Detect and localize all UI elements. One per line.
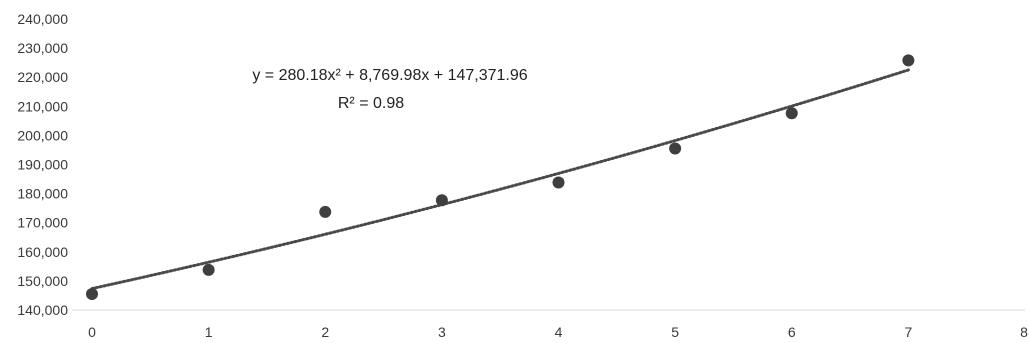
y-tick-label: 150,000: [17, 273, 68, 289]
polynomial-trendline: [90, 68, 910, 291]
y-tick-label: 190,000: [17, 157, 68, 173]
y-axis-tick-labels: 140,000 150,000 160,000 170,000 180,000 190,0…: [17, 11, 68, 318]
data-point: [319, 205, 332, 218]
x-tick-label: 8: [1020, 324, 1028, 340]
y-tick-label: 160,000: [17, 244, 68, 260]
y-tick-label: 200,000: [17, 127, 68, 143]
x-tick-label: 6: [788, 324, 796, 340]
y-tick-label: 210,000: [17, 98, 68, 114]
y-tick-label: 230,000: [17, 40, 68, 56]
y-tick-label: 180,000: [17, 186, 68, 202]
data-point: [552, 176, 565, 189]
x-tick-label: 2: [321, 324, 329, 340]
x-tick-label: 5: [671, 324, 679, 340]
data-point: [669, 142, 682, 155]
trendline-equation: y = 280.18x² + 8,769.98x + 147,371.96: [252, 67, 527, 84]
data-point: [86, 287, 98, 300]
x-tick-label: 1: [205, 324, 213, 340]
data-point: [785, 107, 798, 120]
x-tick-label: 7: [904, 324, 912, 340]
data-point: [202, 263, 215, 276]
data-points: [86, 54, 915, 300]
data-point: [902, 54, 915, 67]
x-tick-label: 3: [438, 324, 446, 340]
y-tick-label: 140,000: [17, 302, 68, 318]
data-point: [435, 194, 448, 207]
trendline-r-squared: R² = 0.98: [338, 95, 404, 112]
x-tick-label: 0: [88, 324, 96, 340]
x-axis-tick-labels: 0 1 2 3 4 5 6 7 8: [88, 324, 1028, 340]
y-tick-label: 240,000: [17, 11, 68, 27]
y-tick-label: 220,000: [17, 69, 68, 85]
y-tick-label: 170,000: [17, 215, 68, 231]
x-tick-label: 4: [555, 324, 563, 340]
